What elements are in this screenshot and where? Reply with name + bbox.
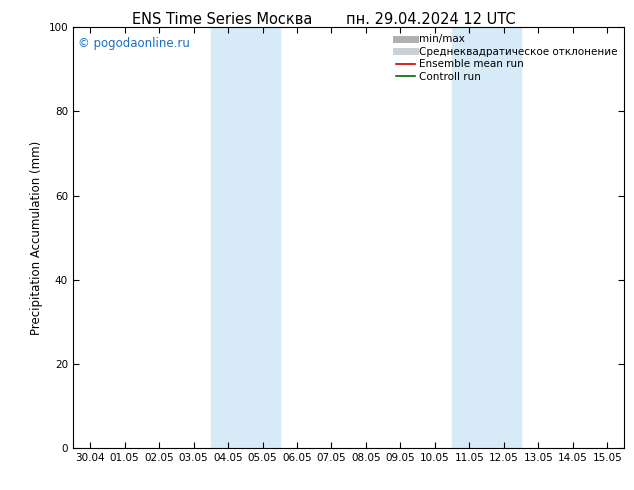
Legend: min/max, Среднеквадратическое отклонение, Ensemble mean run, Controll run: min/max, Среднеквадратическое отклонение… bbox=[394, 32, 619, 84]
Text: пн. 29.04.2024 12 UTC: пн. 29.04.2024 12 UTC bbox=[346, 12, 516, 27]
Text: ENS Time Series Москва: ENS Time Series Москва bbox=[132, 12, 312, 27]
Bar bbox=[210, 27, 280, 448]
Y-axis label: Precipitation Accumulation (mm): Precipitation Accumulation (mm) bbox=[30, 141, 43, 335]
Bar bbox=[452, 27, 521, 448]
Text: © pogodaonline.ru: © pogodaonline.ru bbox=[79, 38, 190, 50]
